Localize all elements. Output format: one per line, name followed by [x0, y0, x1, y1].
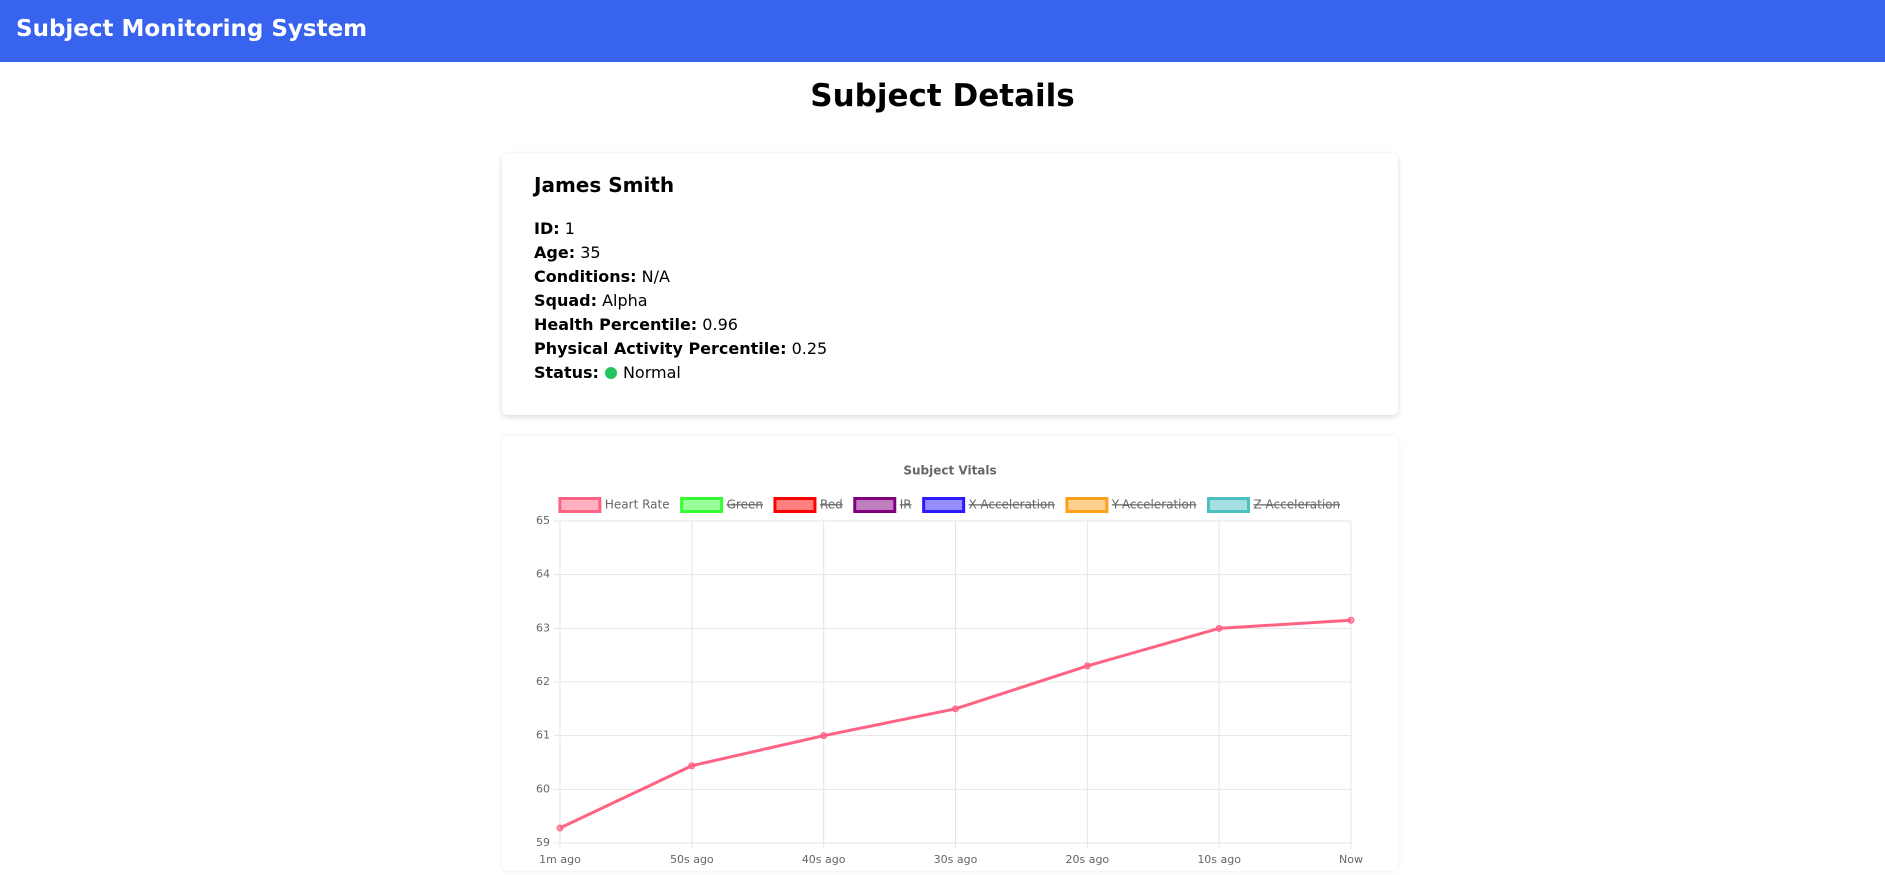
legend-label: Z-Acceleration: [1253, 498, 1340, 512]
y-tick-label: 60: [536, 782, 550, 795]
legend-label: Heart Rate: [605, 498, 670, 512]
point: [556, 824, 564, 832]
field-value: N/A: [641, 267, 670, 286]
field-value: Alpha: [602, 291, 648, 310]
app-title: Subject Monitoring System: [16, 16, 368, 42]
y-tick-label: 61: [536, 729, 550, 742]
y-tick-label: 62: [536, 675, 550, 688]
legend-swatch: [1065, 497, 1109, 513]
legend-swatch: [680, 497, 724, 513]
legend-swatch: [773, 497, 817, 513]
field-label: Squad:: [534, 291, 598, 310]
point: [1083, 662, 1091, 670]
field-label: Health Percentile:: [534, 315, 698, 334]
legend-label: Red: [820, 498, 843, 512]
field-label: ID:: [534, 219, 560, 238]
legend-swatch: [853, 497, 897, 513]
page-title: Subject Details: [810, 78, 1075, 114]
y-tick-label: 59: [536, 836, 550, 849]
point: [1347, 616, 1355, 624]
field-value: 0.96: [702, 315, 738, 334]
chart: Subject Vitals 59 60 61 62 63 64 65 1m ago 50s a…: [536, 464, 1363, 867]
status-dot: [604, 367, 617, 379]
header: Subject Monitoring System: [0, 0, 1885, 62]
field-row: ID: 1: [534, 217, 827, 241]
legend-label: Y-Acceleration: [1111, 498, 1197, 512]
field-label: Physical Activity Percentile:: [534, 339, 787, 358]
status-row: Status: Normal: [534, 361, 827, 385]
subject-card: James Smith ID: 1 Age: 35 Conditions: N/A S…: [502, 153, 1398, 415]
point: [688, 762, 696, 770]
subject-fields: ID: 1 Age: 35 Conditions: N/A Squad: Alpha H…: [534, 217, 827, 385]
field-row: Physical Activity Percentile: 0.25: [534, 337, 827, 361]
legend-swatch: [558, 497, 602, 513]
legend-swatch: [1206, 497, 1250, 513]
legend-label: IR: [900, 498, 912, 512]
field-row: Conditions: N/A: [534, 265, 827, 289]
point: [1215, 624, 1223, 632]
field-value: 35: [580, 243, 601, 262]
x-tick-label: Now: [1339, 853, 1363, 866]
x-tick-label: 20s ago: [1065, 853, 1109, 866]
y-tick-label: 63: [536, 621, 550, 634]
field-row: Age: 35: [534, 241, 827, 265]
y-tick-label: 65: [536, 514, 550, 527]
field-row: Squad: Alpha: [534, 289, 827, 313]
x-tick-label: 40s ago: [802, 853, 846, 866]
x-tick-label: 30s ago: [934, 853, 978, 866]
field-value: 1: [564, 219, 575, 238]
y-tick-label: 64: [536, 568, 550, 581]
legend-swatch: [922, 497, 966, 513]
chart-card: Subject Vitals 59 60 61 62 63 64 65 1m ago 50s a…: [502, 436, 1398, 871]
legend-label: X-Acceleration: [969, 498, 1055, 512]
subject-name: James Smith: [534, 173, 675, 197]
x-tick-label: 1m ago: [539, 853, 581, 866]
legend-label: Green: [727, 498, 763, 512]
chart-title: Subject Vitals: [903, 464, 996, 478]
field-value: 0.25: [791, 339, 828, 358]
status-value: Normal: [622, 363, 681, 382]
point: [820, 732, 828, 740]
x-tick-label: 50s ago: [670, 853, 714, 866]
field-label: Age:: [534, 243, 576, 262]
field-label: Conditions:: [534, 267, 637, 286]
field-row: Health Percentile: 0.96: [534, 313, 827, 337]
status-label: Status:: [534, 363, 599, 382]
point: [952, 705, 959, 713]
x-tick-label: 10s ago: [1197, 853, 1241, 866]
